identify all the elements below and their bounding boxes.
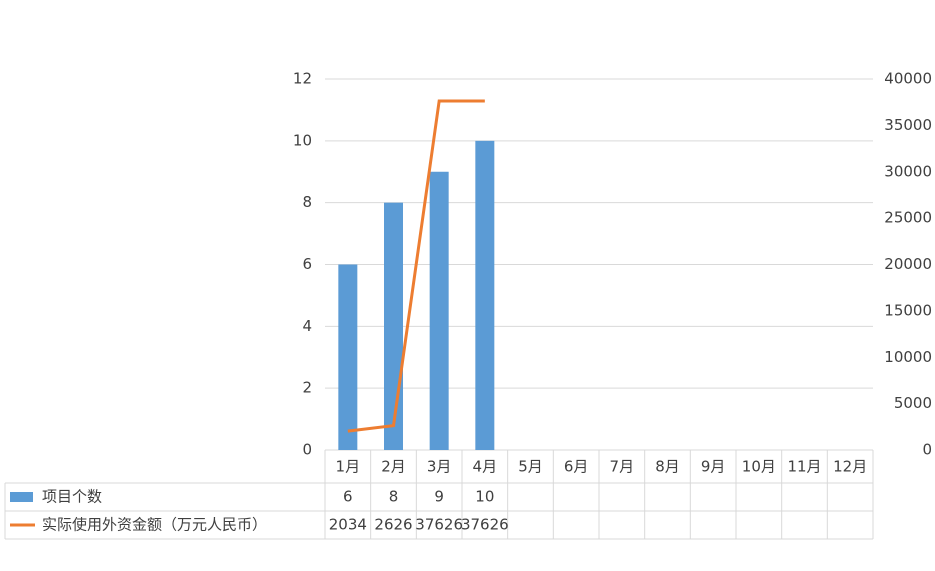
- y-tick-label: 2: [302, 379, 312, 397]
- x-tick-label: 11月: [787, 458, 821, 476]
- y2-tick-label: 10000: [884, 348, 932, 366]
- y2-tick-label: 15000: [884, 301, 932, 319]
- y2-tick-label: 5000: [894, 394, 932, 412]
- bar: [429, 171, 449, 450]
- table-value: 8: [389, 488, 399, 506]
- x-tick-label: 4月: [473, 458, 498, 476]
- y2-tick-label: 0: [922, 441, 932, 459]
- y-tick-label: 4: [302, 317, 312, 335]
- table-value: 6: [343, 488, 353, 506]
- x-tick-label: 1月: [336, 458, 361, 476]
- legend-label: 项目个数: [42, 488, 102, 506]
- legend-label: 实际使用外资金额（万元人民币）: [42, 516, 267, 534]
- x-tick-label: 8月: [655, 458, 680, 476]
- table-value: 37626: [415, 516, 463, 534]
- legend-key: [10, 492, 33, 502]
- line: [347, 99, 485, 433]
- x-tick-label: 6月: [564, 458, 589, 476]
- y2-tick-label: 30000: [884, 162, 932, 180]
- table-value: 10: [475, 488, 494, 506]
- table-value: 2626: [374, 516, 412, 534]
- x-tick-label: 9月: [701, 458, 726, 476]
- table-value: 2034: [329, 516, 367, 534]
- bar: [475, 140, 495, 451]
- x-tick-label: 3月: [427, 458, 452, 476]
- y-tick-label: 12: [293, 70, 312, 88]
- bar: [338, 264, 358, 450]
- x-tick-label: 10月: [742, 458, 776, 476]
- table-value: 9: [434, 488, 444, 506]
- bar: [384, 202, 403, 450]
- y-tick-label: 0: [302, 441, 312, 459]
- y2-tick-label: 35000: [884, 116, 932, 134]
- y2-tick-label: 40000: [884, 70, 932, 88]
- x-tick-label: 12月: [833, 458, 867, 476]
- y-tick-label: 10: [293, 131, 312, 149]
- x-tick-label: 2月: [381, 458, 406, 476]
- y-tick-label: 6: [302, 255, 312, 273]
- x-tick-label: 5月: [518, 458, 543, 476]
- y2-tick-label: 20000: [884, 255, 932, 273]
- table-value: 37626: [461, 516, 509, 534]
- y-tick-label: 8: [302, 193, 312, 211]
- y2-tick-label: 25000: [884, 209, 932, 227]
- x-tick-label: 7月: [610, 458, 635, 476]
